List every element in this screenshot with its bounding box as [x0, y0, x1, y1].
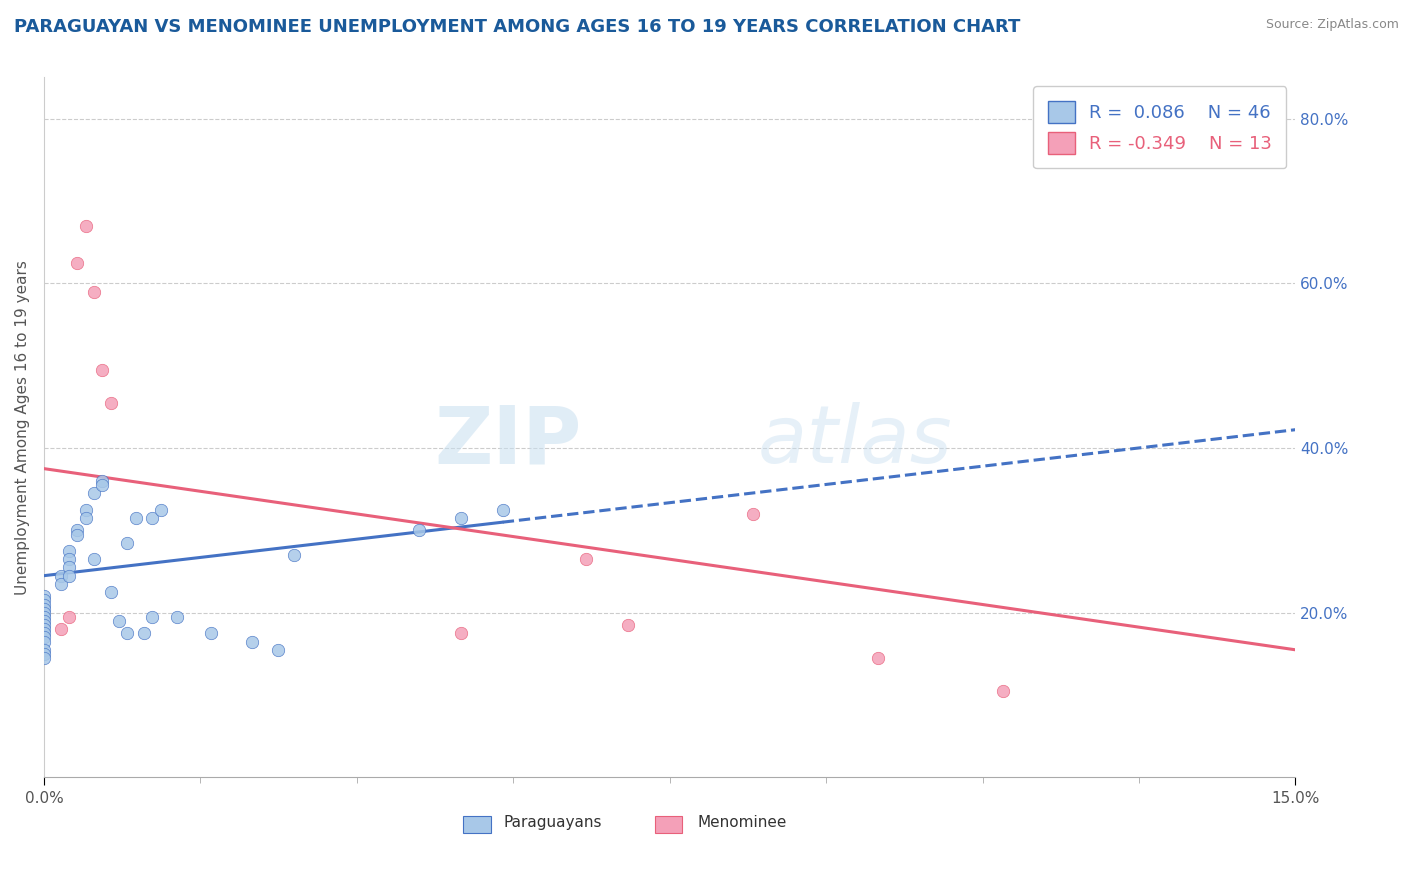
- Point: [75, 219, 97, 233]
- Text: ZIP: ZIP: [434, 402, 582, 481]
- Point: [83, 552, 105, 566]
- Point: [66, 524, 89, 538]
- Point: [117, 626, 139, 640]
- Point: [149, 503, 172, 517]
- Point: [32, 593, 55, 607]
- FancyBboxPatch shape: [463, 816, 491, 833]
- Point: [492, 503, 515, 517]
- Point: [58, 568, 80, 582]
- Point: [49, 622, 72, 636]
- Point: [408, 524, 430, 538]
- Text: Source: ZipAtlas.com: Source: ZipAtlas.com: [1265, 18, 1399, 31]
- Point: [266, 642, 288, 657]
- Point: [166, 610, 188, 624]
- Point: [58, 544, 80, 558]
- Point: [200, 626, 222, 640]
- Point: [32, 598, 55, 612]
- Y-axis label: Unemployment Among Ages 16 to 19 years: Unemployment Among Ages 16 to 19 years: [15, 260, 30, 595]
- Point: [132, 626, 155, 640]
- Point: [450, 511, 472, 525]
- Point: [32, 634, 55, 648]
- Point: [575, 552, 598, 566]
- Point: [32, 610, 55, 624]
- Point: [450, 626, 472, 640]
- Point: [868, 651, 890, 665]
- Point: [83, 486, 105, 500]
- Point: [58, 610, 80, 624]
- Point: [75, 503, 97, 517]
- Point: [75, 511, 97, 525]
- Point: [66, 527, 89, 541]
- Point: [32, 626, 55, 640]
- Legend: R =  0.086    N = 46, R = -0.349    N = 13: R = 0.086 N = 46, R = -0.349 N = 13: [1033, 87, 1286, 169]
- FancyBboxPatch shape: [655, 816, 682, 833]
- Point: [91, 363, 114, 377]
- Point: [49, 568, 72, 582]
- Text: Paraguayans: Paraguayans: [503, 815, 602, 830]
- Point: [32, 651, 55, 665]
- Point: [117, 535, 139, 549]
- Point: [283, 548, 305, 562]
- Point: [108, 614, 131, 628]
- Point: [49, 577, 72, 591]
- Point: [993, 684, 1015, 698]
- Point: [32, 622, 55, 636]
- Point: [91, 478, 114, 492]
- Point: [32, 642, 55, 657]
- Point: [242, 634, 264, 648]
- Point: [32, 589, 55, 603]
- Point: [58, 560, 80, 574]
- Point: [32, 614, 55, 628]
- Point: [58, 552, 80, 566]
- Point: [32, 618, 55, 632]
- Point: [141, 511, 163, 525]
- Point: [100, 396, 122, 410]
- Point: [91, 474, 114, 488]
- Point: [742, 507, 765, 521]
- Point: [124, 511, 146, 525]
- Text: atlas: atlas: [758, 402, 952, 481]
- Point: [32, 601, 55, 615]
- Text: Menominee: Menominee: [697, 815, 786, 830]
- Point: [66, 256, 89, 270]
- Point: [141, 610, 163, 624]
- Point: [100, 585, 122, 599]
- Point: [617, 618, 640, 632]
- Point: [32, 647, 55, 661]
- Point: [32, 631, 55, 645]
- Point: [83, 285, 105, 299]
- Point: [32, 606, 55, 620]
- Text: PARAGUAYAN VS MENOMINEE UNEMPLOYMENT AMONG AGES 16 TO 19 YEARS CORRELATION CHART: PARAGUAYAN VS MENOMINEE UNEMPLOYMENT AMO…: [14, 18, 1021, 36]
